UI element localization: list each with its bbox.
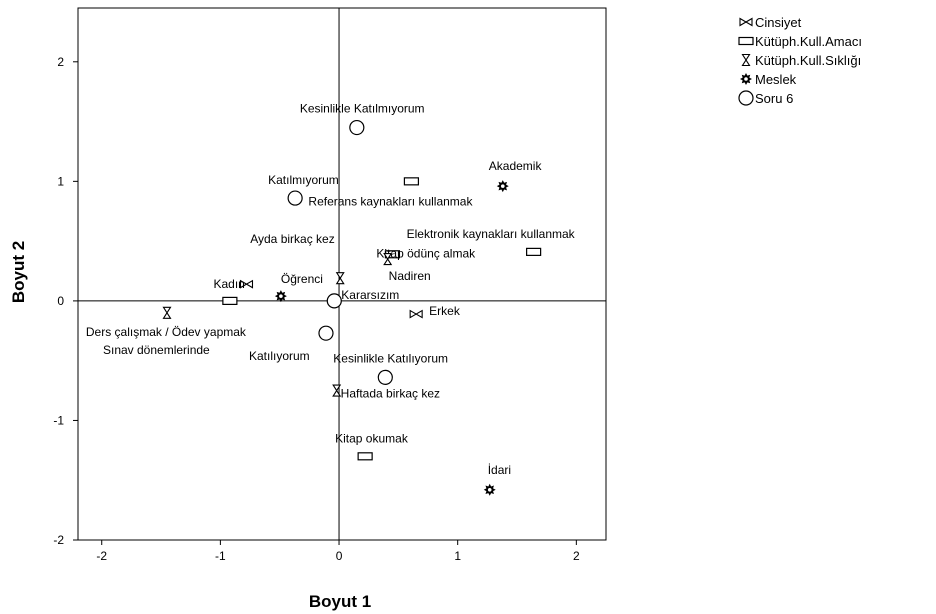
legend-item-label: Soru 6 bbox=[755, 91, 793, 106]
point-marker-bowtie bbox=[239, 279, 254, 289]
x-tick-label: -2 bbox=[96, 549, 107, 563]
x-axis-ticks: -2 -1 0 1 2 bbox=[96, 540, 580, 563]
plot-frame bbox=[77, 7, 607, 541]
legend-marker-rectangle bbox=[738, 36, 754, 46]
data-points: Kadın Erkek Referans kaynakları kullanmak E… bbox=[86, 102, 576, 496]
point-marker-hourglass bbox=[335, 272, 345, 285]
point-label: Ayda birkaç kez bbox=[250, 232, 334, 246]
y-axis-title: Boyut 2 bbox=[9, 241, 28, 303]
legend-item-label: Meslek bbox=[755, 72, 797, 87]
point-marker-gear bbox=[496, 180, 509, 193]
legend: Cinsiyet Kütüph.Kull.Amacı Kütüph.Kull.Sık… bbox=[738, 15, 862, 106]
x-tick-label: -1 bbox=[215, 549, 226, 563]
x-tick-label: 1 bbox=[454, 549, 461, 563]
point-marker-circle bbox=[287, 190, 303, 206]
point-label: Elektronik kaynakları kullanmak bbox=[407, 227, 576, 241]
point-marker-rectangle bbox=[357, 452, 373, 461]
point-label: Kararsızım bbox=[341, 288, 399, 302]
point-marker-circle bbox=[318, 325, 334, 341]
point-marker-hourglass bbox=[332, 384, 342, 397]
point-label: Öğrenci bbox=[281, 272, 323, 286]
legend-marker-hourglass bbox=[741, 53, 751, 67]
point-label: Kadın bbox=[213, 277, 244, 291]
point-marker-bowtie bbox=[409, 309, 423, 319]
point-marker-hourglass bbox=[383, 253, 393, 266]
point-marker-rectangle bbox=[526, 247, 542, 256]
point-label: İdari bbox=[488, 463, 511, 477]
point-label: Akademik bbox=[489, 159, 543, 173]
point-label: Katılıyorum bbox=[249, 349, 310, 363]
legend-marker-bowtie bbox=[739, 17, 753, 27]
point-label: Kesinlikle Katılmıyorum bbox=[300, 102, 425, 116]
point-label: Nadiren bbox=[389, 269, 431, 283]
point-marker-circle bbox=[349, 119, 365, 136]
point-label: Haftada birkaç kez bbox=[341, 387, 440, 401]
point-label: Sınav dönemlerinde bbox=[103, 343, 210, 357]
point-label: Kitap okumak bbox=[335, 431, 409, 445]
point-label: Katılmıyorum bbox=[268, 173, 339, 187]
y-tick-label: 2 bbox=[57, 55, 64, 69]
point-marker-gear bbox=[483, 483, 496, 496]
x-tick-label: 2 bbox=[573, 549, 580, 563]
point-label: Kesinlikle Katılıyorum bbox=[333, 351, 448, 365]
x-axis-title: Boyut 1 bbox=[309, 592, 371, 611]
point-label: Ders çalışmak / Ödev yapmak bbox=[86, 325, 247, 339]
y-tick-label: -1 bbox=[53, 413, 64, 427]
point-label: Kitap ödünç almak bbox=[376, 246, 476, 260]
point-marker-circle bbox=[326, 293, 342, 309]
point-marker-gear bbox=[274, 290, 287, 303]
legend-marker-circle bbox=[738, 90, 754, 106]
y-tick-label: 0 bbox=[57, 294, 64, 308]
legend-item-label: Kütüph.Kull.Amacı bbox=[755, 34, 862, 49]
point-label: Erkek bbox=[429, 304, 461, 318]
x-tick-label: 0 bbox=[336, 549, 343, 563]
y-tick-label: 1 bbox=[57, 174, 64, 188]
point-marker-rectangle bbox=[222, 296, 238, 305]
point-marker-circle bbox=[377, 369, 393, 386]
y-axis-ticks: -2 -1 0 1 2 bbox=[53, 55, 78, 547]
y-tick-label: -2 bbox=[53, 533, 64, 547]
point-marker-hourglass bbox=[162, 306, 172, 319]
legend-item-label: Cinsiyet bbox=[755, 15, 802, 30]
legend-item-label: Kütüph.Kull.Sıklığı bbox=[755, 53, 861, 68]
point-marker-rectangle bbox=[403, 177, 420, 186]
point-label: Referans kaynakları kullanmak bbox=[308, 194, 473, 208]
legend-marker-gear bbox=[740, 73, 752, 85]
